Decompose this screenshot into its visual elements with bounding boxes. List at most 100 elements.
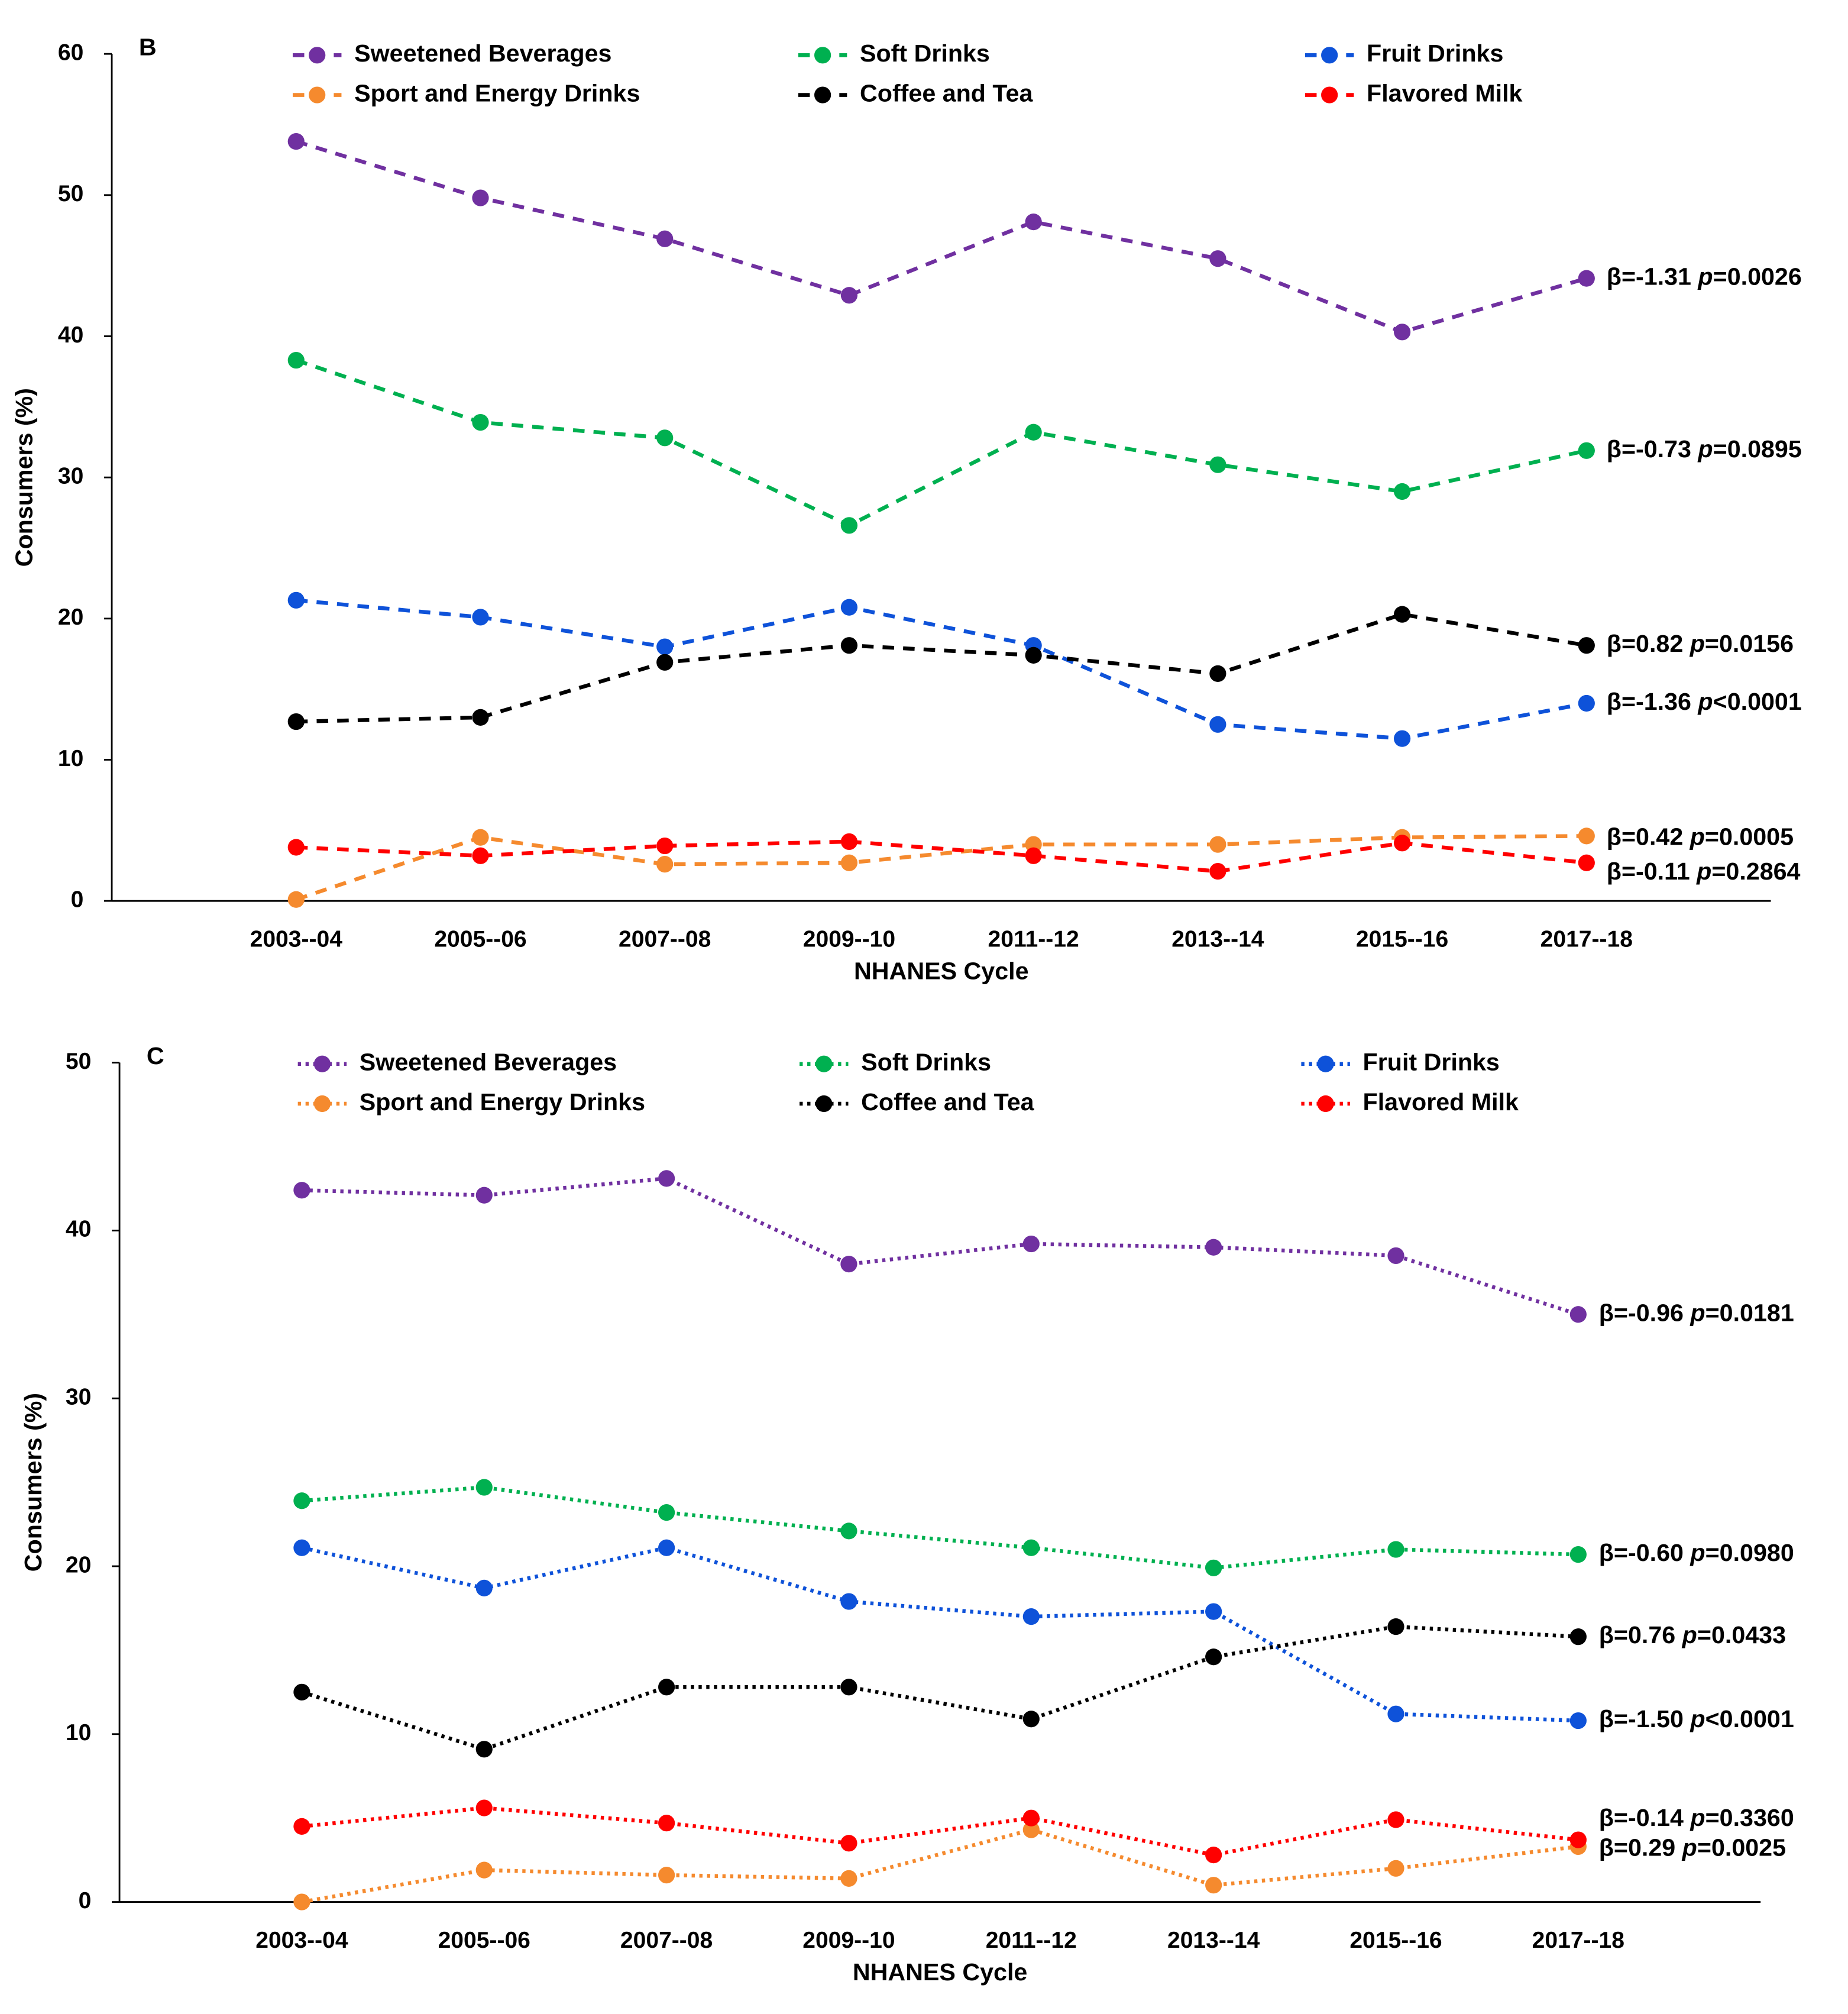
data-point [293,1893,310,1910]
data-point [1387,1860,1404,1877]
x-tick-label: 2007--08 [620,1928,713,1953]
annotation: β=-1.50 p<0.0001 [1599,1705,1794,1732]
legend-marker [313,1055,331,1072]
legend-marker [814,86,831,104]
annotation: β=0.42 p=0.0005 [1607,823,1794,851]
series-line [296,839,1587,874]
legend-label: Fruit Drinks [1363,1049,1500,1076]
data-point [840,833,858,851]
data-point [1209,456,1226,473]
series-line [295,834,1587,901]
data-point [1578,442,1595,459]
data-point [293,1539,310,1556]
data-point [287,351,305,369]
data-point [1205,1877,1222,1894]
y-tick-label: 30 [66,1384,91,1410]
legend-marker [309,47,326,64]
legend-marker [1317,1095,1334,1113]
x-axis-label: NHANES Cycle [854,958,1029,985]
legend-label: Sweetened Beverages [354,40,611,67]
series-line [302,1176,1579,1317]
legend-label: Sport and Energy Drinks [360,1088,645,1116]
data-point [472,189,489,206]
data-point [656,837,674,855]
series-line [295,139,1587,334]
legend-label: Soft Drinks [860,40,990,67]
data-point [293,1818,310,1835]
data-point [287,891,305,908]
chart-panel: 0 10 20 30 40 50 60 2003--04 2005--06 2007--08 200… [11,33,1802,984]
x-tick-label: 2003--04 [250,927,343,952]
y-tick-label: 20 [66,1552,91,1577]
legend-label: Coffee and Tea [860,79,1033,106]
legend-marker [815,1095,833,1113]
data-point [658,1170,675,1187]
y-axis-label: Consumers (%) [11,388,38,567]
data-point [1578,270,1595,287]
y-tick-label: 50 [58,181,83,206]
data-point [1393,606,1411,623]
data-point [840,599,858,616]
data-point [287,839,305,856]
x-tick-label: 2015--16 [1349,1928,1442,1953]
data-point [1569,1628,1587,1646]
data-point [1569,1306,1587,1323]
chart-panel: 0 10 20 30 40 50 2003--04 2005--06 2007--08 2009-… [20,1042,1794,1986]
x-tick-label: 2009--10 [802,1928,895,1953]
data-point [1578,827,1595,845]
data-point [1205,1559,1222,1576]
panel-label: C [147,1042,164,1069]
series-line [295,358,1587,528]
data-point [656,230,674,247]
data-point [658,1504,675,1521]
annotation: β=-0.14 p=0.3360 [1599,1804,1794,1831]
legend-label: Soft Drinks [861,1049,991,1076]
data-point [658,1679,675,1696]
data-point [840,1870,857,1887]
data-point [1022,1809,1040,1826]
data-point [472,709,489,726]
data-point [1393,483,1411,500]
data-point [658,1867,675,1884]
x-tick-label: 2007--08 [619,927,711,952]
legend-label: Fruit Drinks [1367,40,1503,67]
data-point [1393,730,1411,747]
data-point [1025,214,1042,231]
y-tick-label: 50 [66,1049,91,1074]
y-tick-label: 60 [58,40,83,65]
data-point [1022,1821,1040,1838]
data-point [840,1256,857,1273]
annotation: β=-1.36 p<0.0001 [1607,688,1802,715]
data-point [656,654,674,671]
series-line [302,1485,1578,1570]
data-point [472,829,489,846]
legend-marker [313,1095,331,1113]
legend-marker [1321,47,1338,64]
x-tick-label: 2009--10 [803,927,895,952]
annotation: β=-0.73 p=0.0895 [1607,435,1802,463]
data-point [475,1799,493,1816]
data-point [840,1522,857,1540]
annotation: β=0.76 p=0.0433 [1599,1621,1786,1648]
x-tick-label: 2011--12 [988,927,1079,952]
data-point [1209,665,1226,683]
data-point [1205,1648,1222,1666]
legend-label: Flavored Milk [1363,1088,1519,1116]
series-line [301,1828,1579,1904]
annotation: β=-0.96 p=0.0181 [1599,1299,1794,1326]
legend-label: Coffee and Tea [861,1088,1034,1116]
data-point [1387,1705,1404,1722]
x-tick-label: 2013--14 [1167,1928,1260,1953]
data-point [1022,1711,1040,1728]
data-point [1209,862,1226,880]
data-point [1578,637,1595,654]
series-line [301,1624,1579,1751]
data-point [840,1593,857,1610]
y-tick-label: 0 [71,887,84,912]
x-tick-label: 2005--06 [438,1928,530,1953]
panel-label: B [139,33,157,60]
annotation: β=0.82 p=0.0156 [1607,630,1794,657]
data-point [1209,250,1226,267]
series-line [301,1546,1578,1723]
